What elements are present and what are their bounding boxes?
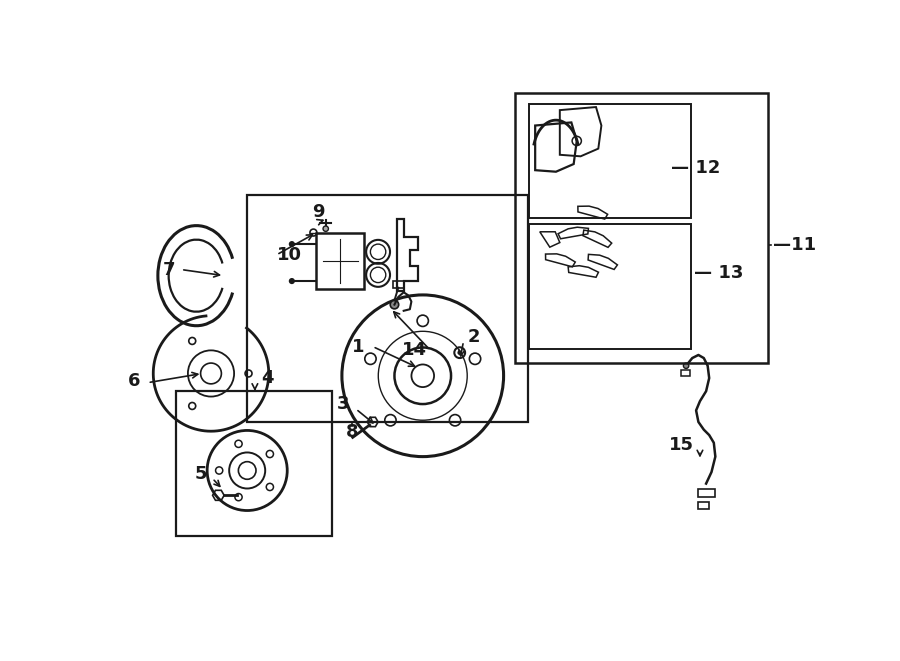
Text: 8: 8 — [346, 423, 358, 441]
Bar — [317, 233, 364, 289]
Bar — [680, 369, 690, 375]
Circle shape — [683, 363, 688, 368]
Text: 3: 3 — [338, 395, 349, 413]
Bar — [248, 195, 528, 422]
Text: — 13: — 13 — [694, 264, 743, 282]
Circle shape — [323, 226, 328, 231]
Bar — [529, 104, 690, 218]
Text: 4: 4 — [261, 369, 274, 387]
Text: 5: 5 — [195, 465, 208, 483]
Circle shape — [289, 241, 295, 247]
Bar — [393, 281, 404, 288]
Text: 2: 2 — [467, 329, 480, 346]
Text: 6: 6 — [128, 372, 140, 390]
Text: 14: 14 — [401, 341, 427, 360]
Bar — [698, 489, 716, 496]
Text: —11: —11 — [773, 236, 816, 254]
Text: 10: 10 — [276, 246, 302, 264]
Bar — [698, 502, 709, 509]
Circle shape — [457, 350, 462, 355]
Circle shape — [391, 300, 399, 309]
Circle shape — [289, 278, 295, 284]
Text: 15: 15 — [669, 436, 694, 454]
Text: — 12: — 12 — [670, 159, 720, 177]
Text: 7: 7 — [163, 260, 176, 278]
Text: 9: 9 — [312, 203, 325, 221]
Bar — [515, 93, 768, 363]
Bar — [529, 224, 690, 349]
Text: 1: 1 — [352, 338, 365, 356]
Bar — [176, 391, 332, 536]
